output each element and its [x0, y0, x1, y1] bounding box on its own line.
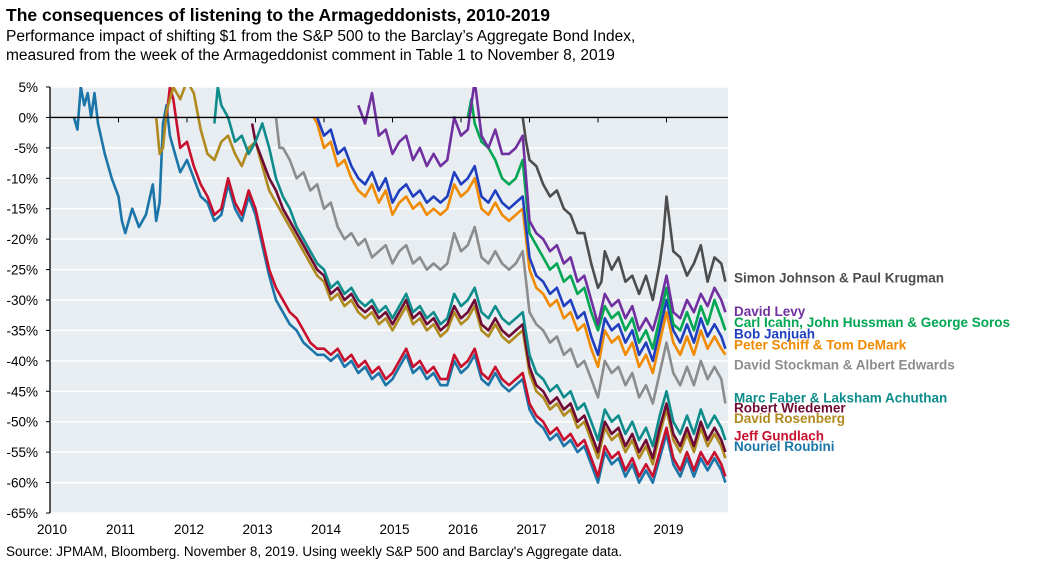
- y-tick-label: -40%: [6, 354, 38, 369]
- y-tick-label: -45%: [6, 384, 38, 399]
- series-line-david-levy: [357, 87, 727, 332]
- series-line-david-rosenberg: [154, 87, 727, 466]
- series-line-jeff-gundlach: [165, 87, 727, 478]
- x-tick-label: 2011: [106, 522, 135, 537]
- series-label: Simon Johnson & Paul Krugman: [734, 270, 944, 285]
- series-label: Nouriel Roubini: [734, 439, 835, 454]
- x-tick-label: 2016: [448, 522, 478, 537]
- x-tick-label: 2014: [311, 522, 342, 537]
- subtitle-line-2: measured from the week of the Armageddon…: [6, 47, 615, 64]
- series-line-robert-wiedemer: [250, 123, 727, 460]
- series-label: Robert Wiedemer: [734, 401, 846, 416]
- x-axis-ticks: 2010 2011 2012 2013 2014 2015 2016 2017 2018 2019: [37, 117, 684, 537]
- series-line-marc-faber-laksham-achuthan: [213, 87, 727, 448]
- x-tick-label: 2010: [37, 522, 67, 537]
- x-tick-label: 2013: [242, 522, 272, 537]
- series-label: Marc Faber & Laksham Achuthan: [734, 390, 947, 405]
- series-line-peter-schiff-tom-demark: [312, 116, 727, 375]
- y-tick-label: 5%: [18, 80, 38, 95]
- series-line-simon-johnson-paul-krugman: [521, 117, 727, 302]
- series-labels: Simon Johnson & Paul Krugman David LevyCa…: [734, 270, 1010, 454]
- series-line-bob-janjuah: [315, 116, 727, 363]
- y-tick-label: -25%: [6, 263, 38, 278]
- chart-title: The consequences of listening to the Arm…: [6, 5, 550, 25]
- series-label: Jeff Gundlach: [734, 429, 824, 444]
- x-tick-label: 2019: [653, 522, 683, 537]
- y-tick-label: -5%: [14, 141, 38, 156]
- y-tick-label: -65%: [6, 506, 38, 521]
- series-label: Carl Icahn, John Hussman & George Soros: [734, 315, 1010, 330]
- series-label: Peter Schiff & Tom DeMark: [734, 337, 907, 352]
- series-line-carl-icahn-john-hussman-george-soros: [466, 97, 727, 350]
- y-tick-label: -30%: [6, 293, 38, 308]
- y-tick-label: -10%: [6, 171, 38, 186]
- x-tick-label: 2015: [379, 522, 409, 537]
- series-line-david-stockman-albert-edwards: [274, 117, 727, 405]
- y-tick-label: -55%: [6, 445, 38, 460]
- y-tick-label: -35%: [6, 323, 38, 338]
- series-label: Bob Janjuah: [734, 326, 815, 341]
- subtitle-line-1: Performance impact of shifting $1 from t…: [6, 28, 636, 45]
- source-note: Source: JPMAM, Bloomberg. November 8, 20…: [6, 544, 623, 559]
- y-tick-label: -60%: [6, 476, 38, 491]
- y-tick-label: -50%: [6, 415, 38, 430]
- chart-subtitle: Performance impact of shifting $1 from t…: [6, 27, 726, 65]
- series-label: David Rosenberg: [734, 411, 845, 426]
- gridlines: [50, 86, 728, 514]
- x-tick-label: 2017: [516, 522, 546, 537]
- series-lines: [72, 87, 727, 484]
- series-label: David Stockman & Albert Edwards: [734, 358, 955, 373]
- y-axis-ticks: 5% 0% -5% -10% -15% -20% -25% -30% -35% -40% -45% -…: [6, 80, 50, 521]
- series-line-nouriel-roubini: [72, 87, 727, 484]
- x-tick-label: 2012: [174, 522, 204, 537]
- y-tick-label: -15%: [6, 202, 38, 217]
- y-tick-label: -20%: [6, 232, 38, 247]
- y-tick-label: 0%: [18, 110, 38, 125]
- x-tick-label: 2018: [585, 522, 615, 537]
- series-label: David Levy: [734, 304, 806, 319]
